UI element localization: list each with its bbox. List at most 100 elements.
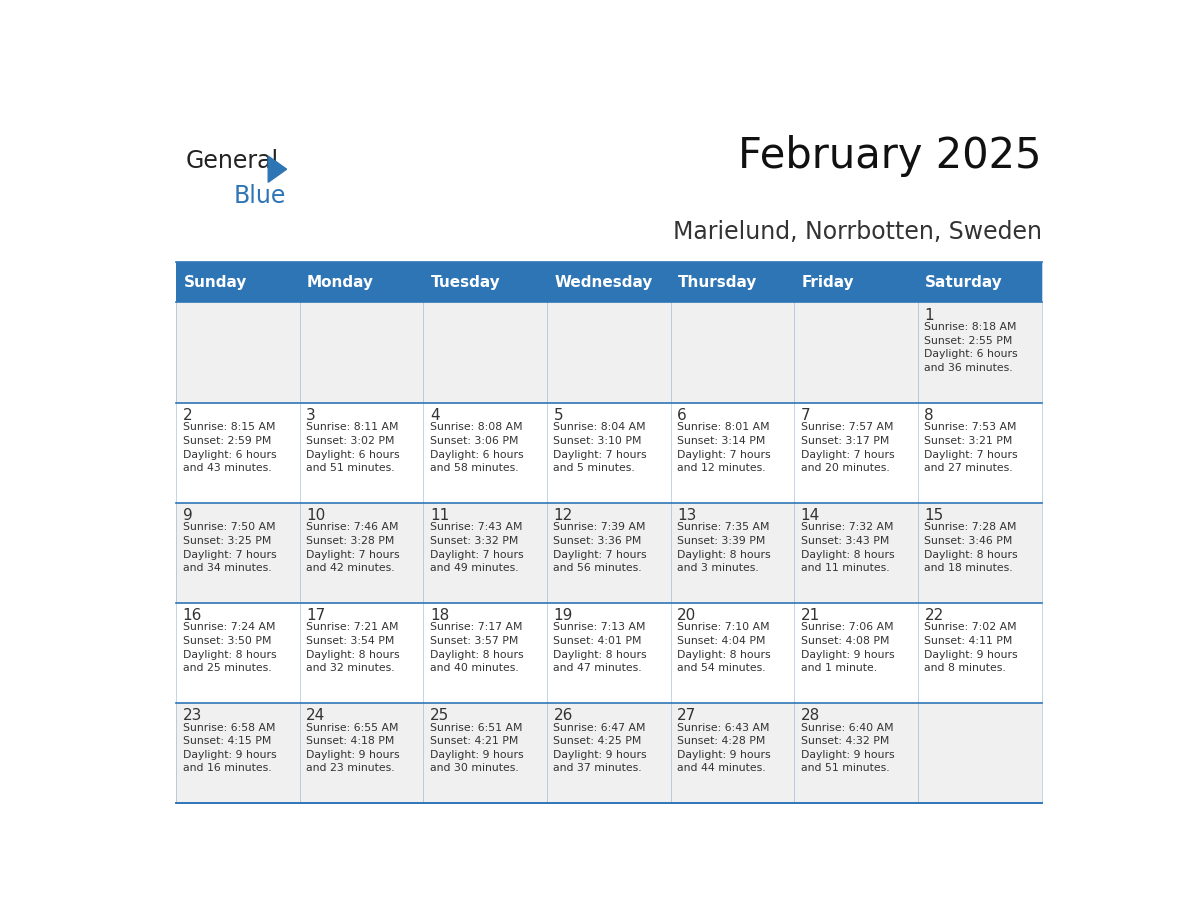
Text: 21: 21 (801, 609, 820, 623)
Text: Sunrise: 8:04 AM
Sunset: 3:10 PM
Daylight: 7 hours
and 5 minutes.: Sunrise: 8:04 AM Sunset: 3:10 PM Dayligh… (554, 422, 647, 473)
Text: Sunrise: 6:55 AM
Sunset: 4:18 PM
Daylight: 9 hours
and 23 minutes.: Sunrise: 6:55 AM Sunset: 4:18 PM Dayligh… (307, 722, 400, 773)
FancyBboxPatch shape (546, 603, 671, 703)
Text: 10: 10 (307, 509, 326, 523)
FancyBboxPatch shape (546, 402, 671, 503)
Text: Marielund, Norrbotten, Sweden: Marielund, Norrbotten, Sweden (672, 219, 1042, 243)
Text: 5: 5 (554, 409, 563, 423)
FancyBboxPatch shape (795, 703, 918, 803)
Text: 9: 9 (183, 509, 192, 523)
Text: Sunrise: 8:08 AM
Sunset: 3:06 PM
Daylight: 6 hours
and 58 minutes.: Sunrise: 8:08 AM Sunset: 3:06 PM Dayligh… (430, 422, 524, 473)
Text: Sunrise: 7:28 AM
Sunset: 3:46 PM
Daylight: 8 hours
and 18 minutes.: Sunrise: 7:28 AM Sunset: 3:46 PM Dayligh… (924, 522, 1018, 573)
FancyBboxPatch shape (918, 703, 1042, 803)
Text: Wednesday: Wednesday (555, 274, 652, 290)
FancyBboxPatch shape (299, 603, 423, 703)
FancyBboxPatch shape (299, 402, 423, 503)
FancyBboxPatch shape (671, 402, 795, 503)
Text: Sunrise: 7:13 AM
Sunset: 4:01 PM
Daylight: 8 hours
and 47 minutes.: Sunrise: 7:13 AM Sunset: 4:01 PM Dayligh… (554, 622, 647, 673)
Text: 7: 7 (801, 409, 810, 423)
Text: Blue: Blue (233, 185, 285, 208)
Text: Tuesday: Tuesday (431, 274, 500, 290)
Text: 17: 17 (307, 609, 326, 623)
Text: 15: 15 (924, 509, 943, 523)
FancyBboxPatch shape (546, 263, 671, 302)
Text: Sunrise: 6:51 AM
Sunset: 4:21 PM
Daylight: 9 hours
and 30 minutes.: Sunrise: 6:51 AM Sunset: 4:21 PM Dayligh… (430, 722, 524, 773)
FancyBboxPatch shape (671, 603, 795, 703)
FancyBboxPatch shape (671, 302, 795, 402)
Text: Sunrise: 8:11 AM
Sunset: 3:02 PM
Daylight: 6 hours
and 51 minutes.: Sunrise: 8:11 AM Sunset: 3:02 PM Dayligh… (307, 422, 400, 473)
FancyBboxPatch shape (918, 302, 1042, 402)
Text: 6: 6 (677, 409, 687, 423)
Text: Monday: Monday (308, 274, 374, 290)
Text: Sunrise: 7:50 AM
Sunset: 3:25 PM
Daylight: 7 hours
and 34 minutes.: Sunrise: 7:50 AM Sunset: 3:25 PM Dayligh… (183, 522, 276, 573)
Text: 22: 22 (924, 609, 943, 623)
Text: Sunrise: 7:46 AM
Sunset: 3:28 PM
Daylight: 7 hours
and 42 minutes.: Sunrise: 7:46 AM Sunset: 3:28 PM Dayligh… (307, 522, 400, 573)
Text: Sunrise: 6:40 AM
Sunset: 4:32 PM
Daylight: 9 hours
and 51 minutes.: Sunrise: 6:40 AM Sunset: 4:32 PM Dayligh… (801, 722, 895, 773)
FancyBboxPatch shape (423, 302, 546, 402)
FancyBboxPatch shape (918, 603, 1042, 703)
FancyBboxPatch shape (423, 703, 546, 803)
Text: Sunrise: 7:32 AM
Sunset: 3:43 PM
Daylight: 8 hours
and 11 minutes.: Sunrise: 7:32 AM Sunset: 3:43 PM Dayligh… (801, 522, 895, 573)
Text: Sunrise: 6:47 AM
Sunset: 4:25 PM
Daylight: 9 hours
and 37 minutes.: Sunrise: 6:47 AM Sunset: 4:25 PM Dayligh… (554, 722, 647, 773)
Text: Sunday: Sunday (183, 274, 247, 290)
FancyBboxPatch shape (795, 302, 918, 402)
FancyBboxPatch shape (795, 603, 918, 703)
Text: Sunrise: 7:21 AM
Sunset: 3:54 PM
Daylight: 8 hours
and 32 minutes.: Sunrise: 7:21 AM Sunset: 3:54 PM Dayligh… (307, 622, 400, 673)
Text: 20: 20 (677, 609, 696, 623)
FancyBboxPatch shape (176, 503, 299, 603)
Text: Sunrise: 6:58 AM
Sunset: 4:15 PM
Daylight: 9 hours
and 16 minutes.: Sunrise: 6:58 AM Sunset: 4:15 PM Dayligh… (183, 722, 276, 773)
FancyBboxPatch shape (423, 603, 546, 703)
Text: 13: 13 (677, 509, 696, 523)
Text: Sunrise: 7:57 AM
Sunset: 3:17 PM
Daylight: 7 hours
and 20 minutes.: Sunrise: 7:57 AM Sunset: 3:17 PM Dayligh… (801, 422, 895, 473)
Text: General: General (185, 149, 278, 173)
FancyBboxPatch shape (918, 503, 1042, 603)
Text: 8: 8 (924, 409, 934, 423)
FancyBboxPatch shape (546, 503, 671, 603)
Text: 12: 12 (554, 509, 573, 523)
Text: Thursday: Thursday (678, 274, 758, 290)
FancyBboxPatch shape (299, 503, 423, 603)
FancyBboxPatch shape (546, 302, 671, 402)
Text: 28: 28 (801, 709, 820, 723)
Text: Sunrise: 7:53 AM
Sunset: 3:21 PM
Daylight: 7 hours
and 27 minutes.: Sunrise: 7:53 AM Sunset: 3:21 PM Dayligh… (924, 422, 1018, 473)
FancyBboxPatch shape (176, 402, 299, 503)
Text: 18: 18 (430, 609, 449, 623)
FancyBboxPatch shape (918, 402, 1042, 503)
Text: Sunrise: 7:10 AM
Sunset: 4:04 PM
Daylight: 8 hours
and 54 minutes.: Sunrise: 7:10 AM Sunset: 4:04 PM Dayligh… (677, 622, 771, 673)
Text: Sunrise: 8:01 AM
Sunset: 3:14 PM
Daylight: 7 hours
and 12 minutes.: Sunrise: 8:01 AM Sunset: 3:14 PM Dayligh… (677, 422, 771, 473)
FancyBboxPatch shape (423, 263, 546, 302)
Text: 16: 16 (183, 609, 202, 623)
Text: 1: 1 (924, 308, 934, 323)
FancyBboxPatch shape (671, 263, 795, 302)
Text: 11: 11 (430, 509, 449, 523)
FancyBboxPatch shape (176, 263, 299, 302)
Text: 25: 25 (430, 709, 449, 723)
Text: Sunrise: 7:39 AM
Sunset: 3:36 PM
Daylight: 7 hours
and 56 minutes.: Sunrise: 7:39 AM Sunset: 3:36 PM Dayligh… (554, 522, 647, 573)
Text: Sunrise: 7:17 AM
Sunset: 3:57 PM
Daylight: 8 hours
and 40 minutes.: Sunrise: 7:17 AM Sunset: 3:57 PM Dayligh… (430, 622, 524, 673)
FancyBboxPatch shape (423, 402, 546, 503)
Text: Friday: Friday (802, 274, 854, 290)
FancyBboxPatch shape (176, 603, 299, 703)
Text: Saturday: Saturday (925, 274, 1003, 290)
FancyBboxPatch shape (918, 263, 1042, 302)
Text: 27: 27 (677, 709, 696, 723)
FancyBboxPatch shape (795, 402, 918, 503)
FancyBboxPatch shape (176, 703, 299, 803)
Text: 2: 2 (183, 409, 192, 423)
Text: 4: 4 (430, 409, 440, 423)
Text: 23: 23 (183, 709, 202, 723)
Text: Sunrise: 7:06 AM
Sunset: 4:08 PM
Daylight: 9 hours
and 1 minute.: Sunrise: 7:06 AM Sunset: 4:08 PM Dayligh… (801, 622, 895, 673)
Text: 24: 24 (307, 709, 326, 723)
FancyBboxPatch shape (795, 503, 918, 603)
FancyBboxPatch shape (176, 302, 299, 402)
Text: Sunrise: 7:35 AM
Sunset: 3:39 PM
Daylight: 8 hours
and 3 minutes.: Sunrise: 7:35 AM Sunset: 3:39 PM Dayligh… (677, 522, 771, 573)
Polygon shape (268, 156, 286, 183)
Text: 3: 3 (307, 409, 316, 423)
FancyBboxPatch shape (671, 703, 795, 803)
Text: February 2025: February 2025 (738, 135, 1042, 177)
FancyBboxPatch shape (423, 503, 546, 603)
Text: 19: 19 (554, 609, 573, 623)
Text: Sunrise: 7:43 AM
Sunset: 3:32 PM
Daylight: 7 hours
and 49 minutes.: Sunrise: 7:43 AM Sunset: 3:32 PM Dayligh… (430, 522, 524, 573)
Text: Sunrise: 8:15 AM
Sunset: 2:59 PM
Daylight: 6 hours
and 43 minutes.: Sunrise: 8:15 AM Sunset: 2:59 PM Dayligh… (183, 422, 276, 473)
Text: 26: 26 (554, 709, 573, 723)
FancyBboxPatch shape (299, 263, 423, 302)
